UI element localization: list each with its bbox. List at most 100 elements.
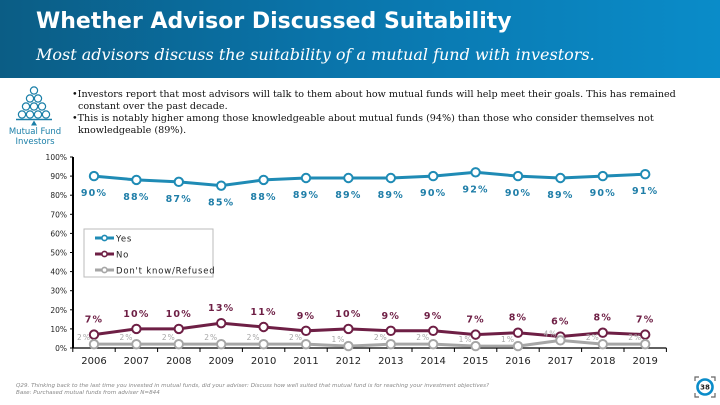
data-label: 85% <box>208 198 234 209</box>
data-point <box>258 338 269 350</box>
data-label: 90% <box>81 188 107 199</box>
data-label: 8% <box>509 313 528 324</box>
data-label: 9% <box>424 311 443 322</box>
data-label: 89% <box>547 190 573 201</box>
y-tick-label: 100% <box>46 153 67 162</box>
data-point <box>88 170 100 182</box>
data-point <box>428 325 439 337</box>
data-point <box>428 170 439 182</box>
page-title: Whether Advisor Discussed Suitability <box>36 9 512 34</box>
data-point <box>300 325 312 337</box>
data-label: 4% <box>543 329 557 338</box>
y-tick-label: 0% <box>55 344 67 353</box>
data-label: 9% <box>297 311 316 322</box>
summary-bullets: •Investors report that most advisors wil… <box>72 89 712 137</box>
x-tick-label: 2016 <box>505 356 530 367</box>
data-label: 7% <box>85 315 104 326</box>
data-label: 6% <box>551 317 570 328</box>
data-label: 8% <box>594 313 613 324</box>
page-number: 38 <box>700 384 710 392</box>
x-tick-label: 2018 <box>590 356 615 367</box>
data-point <box>343 323 354 335</box>
y-tick-label: 90% <box>50 172 67 181</box>
series-line-no <box>93 321 646 339</box>
data-label: 1% <box>501 335 515 344</box>
data-point <box>216 317 227 329</box>
data-point <box>258 321 269 333</box>
y-tick-label: 50% <box>50 249 67 258</box>
data-label: 88% <box>123 192 149 203</box>
data-label: 1% <box>459 335 473 344</box>
legend-swatch-marker <box>101 250 108 258</box>
x-tick-label: 2011 <box>293 356 318 367</box>
x-tick-label: 2013 <box>378 356 403 367</box>
data-point <box>640 329 651 340</box>
legend-swatch-marker <box>101 234 108 242</box>
data-point <box>640 168 651 180</box>
data-point <box>88 329 100 340</box>
bullet-item: •Investors report that most advisors wil… <box>72 89 676 112</box>
data-point <box>597 170 608 182</box>
data-point <box>131 174 142 186</box>
x-tick-label: 2007 <box>124 356 149 367</box>
data-label: 90% <box>505 188 531 199</box>
data-point <box>555 335 566 346</box>
y-tick-label: 40% <box>50 268 67 277</box>
x-tick-label: 2014 <box>420 356 445 367</box>
footnote-base: Base: Purchased mutual funds from advise… <box>16 390 160 396</box>
data-point <box>597 327 608 338</box>
data-point <box>300 338 312 350</box>
y-tick-label: 60% <box>50 229 67 238</box>
data-label: 7% <box>466 315 485 326</box>
data-label: 11% <box>250 307 276 318</box>
footnote: Q29. Thinking back to the last time you … <box>16 383 489 397</box>
data-label: 10% <box>335 309 361 320</box>
bullet-item: •This is notably higher among those know… <box>72 113 654 136</box>
legend-label: Don't know/Refused <box>116 267 215 277</box>
data-point <box>131 338 142 350</box>
data-point <box>512 340 524 352</box>
data-label: 89% <box>378 190 404 201</box>
y-tick-label: 80% <box>50 191 67 200</box>
data-point <box>258 174 269 186</box>
data-label: 90% <box>420 188 446 199</box>
data-label: 2% <box>416 333 430 342</box>
x-tick-label: 2017 <box>548 356 573 367</box>
data-point <box>131 323 142 335</box>
data-point <box>385 338 396 350</box>
data-label: 2% <box>77 333 91 342</box>
data-point <box>173 176 185 188</box>
legend-swatch-marker <box>101 266 108 274</box>
x-tick-label: 2010 <box>251 356 276 367</box>
data-label: 2% <box>374 333 388 342</box>
data-label: 1% <box>331 335 345 344</box>
data-point <box>428 338 439 350</box>
data-point <box>597 338 608 350</box>
data-label: 7% <box>636 315 655 326</box>
legend-label: Yes <box>115 235 132 245</box>
data-label: 2% <box>628 333 642 342</box>
data-point <box>343 340 354 352</box>
data-point <box>385 172 396 184</box>
y-tick-label: 30% <box>50 287 67 296</box>
data-point <box>470 167 481 178</box>
data-point <box>640 338 651 350</box>
data-point <box>512 170 524 182</box>
data-point <box>300 172 312 184</box>
data-point <box>343 172 354 184</box>
y-tick-label: 20% <box>50 306 67 315</box>
data-label: 2% <box>247 333 261 342</box>
data-label: 89% <box>293 190 319 201</box>
data-label: 10% <box>166 309 192 320</box>
data-label: 2% <box>289 333 303 342</box>
data-point <box>385 325 396 337</box>
footnote-question: Q29. Thinking back to the last time you … <box>16 383 490 389</box>
logo-label-line2: Investors <box>15 137 55 147</box>
x-tick-label: 2006 <box>81 356 106 367</box>
data-label: 87% <box>166 194 192 205</box>
data-label: 90% <box>590 188 616 199</box>
page-number-badge: 38 <box>694 376 716 398</box>
data-label: 91% <box>632 186 658 197</box>
data-label: 92% <box>462 184 488 195</box>
